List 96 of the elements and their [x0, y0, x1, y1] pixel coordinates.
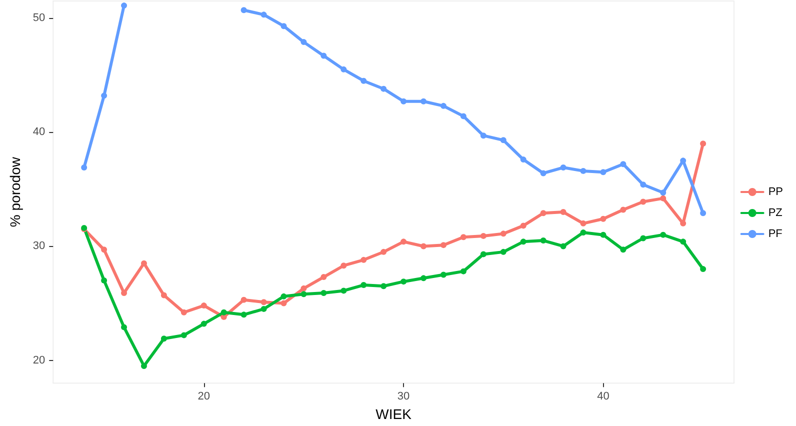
point: [660, 195, 666, 202]
point: [101, 277, 108, 284]
point: [440, 272, 446, 278]
point: [380, 86, 387, 92]
point: [380, 248, 387, 255]
point: [460, 268, 466, 274]
point: [580, 168, 586, 174]
point: [160, 292, 167, 298]
point: [600, 169, 606, 176]
x-tick-label: 40: [597, 390, 610, 403]
legend-label: PZ: [768, 207, 783, 219]
point: [620, 206, 626, 213]
point: [140, 260, 147, 266]
point: [260, 306, 267, 312]
point: [180, 309, 187, 316]
point: [240, 7, 247, 14]
point: [480, 232, 486, 239]
x-axis-title: WIEK: [376, 406, 412, 422]
point: [480, 132, 486, 139]
point: [420, 98, 427, 104]
point: [440, 242, 446, 248]
point: [520, 156, 526, 163]
point: [121, 324, 128, 330]
point: [480, 251, 486, 258]
point: [600, 232, 606, 238]
legend-label: PP: [768, 186, 784, 198]
point: [240, 296, 247, 303]
point: [340, 66, 347, 72]
point: [700, 266, 706, 272]
point: [700, 210, 706, 216]
point: [200, 302, 207, 309]
point: [280, 23, 287, 30]
point: [360, 282, 367, 288]
y-tick-label: 30: [32, 240, 46, 252]
x-tick-label: 30: [397, 390, 410, 403]
point: [560, 164, 566, 171]
point: [660, 190, 666, 196]
point: [580, 220, 586, 226]
point: [280, 300, 287, 306]
point: [320, 52, 327, 59]
point: [360, 256, 367, 263]
point: [680, 238, 686, 245]
x-tick-label: 20: [198, 390, 210, 403]
point: [580, 230, 586, 236]
point: [280, 293, 287, 300]
point: [260, 299, 267, 306]
point: [220, 309, 227, 316]
point: [520, 238, 526, 245]
point: [340, 288, 347, 294]
point: [540, 238, 546, 244]
point: [460, 113, 466, 120]
point: [121, 2, 128, 9]
point: [300, 39, 307, 46]
y-tick-label: 20: [32, 354, 46, 366]
y-tick-label: 50: [32, 12, 46, 24]
point: [340, 262, 347, 269]
point: [640, 182, 646, 188]
point: [320, 290, 327, 296]
legend-label: PF: [768, 228, 783, 240]
point: [400, 98, 407, 104]
point: [160, 336, 167, 342]
point: [360, 78, 367, 84]
point: [200, 320, 207, 327]
point: [180, 332, 187, 338]
point: [101, 246, 108, 253]
y-tick-label: 40: [32, 126, 46, 138]
point: [560, 243, 566, 250]
point: [600, 216, 606, 222]
point: [700, 140, 706, 147]
point: [640, 235, 646, 242]
point: [440, 102, 446, 109]
point: [400, 238, 407, 245]
point: [101, 92, 108, 99]
point: [320, 274, 327, 280]
point: [560, 209, 566, 216]
point: [300, 285, 307, 292]
point: [420, 243, 427, 250]
point: [260, 12, 267, 18]
point: [620, 161, 626, 168]
point: [500, 248, 506, 255]
point: [400, 278, 407, 285]
point: [540, 210, 546, 216]
y-axis-title: % porodow: [7, 156, 23, 228]
point: [460, 234, 466, 240]
point: [240, 312, 247, 318]
point: [300, 291, 307, 298]
point: [620, 246, 626, 253]
point: [640, 198, 646, 205]
point: [81, 164, 88, 171]
point: [540, 170, 546, 176]
point: [380, 283, 387, 290]
point: [660, 232, 666, 238]
point: [500, 230, 506, 237]
point: [520, 222, 526, 229]
point: [420, 275, 427, 282]
point: [500, 137, 506, 144]
